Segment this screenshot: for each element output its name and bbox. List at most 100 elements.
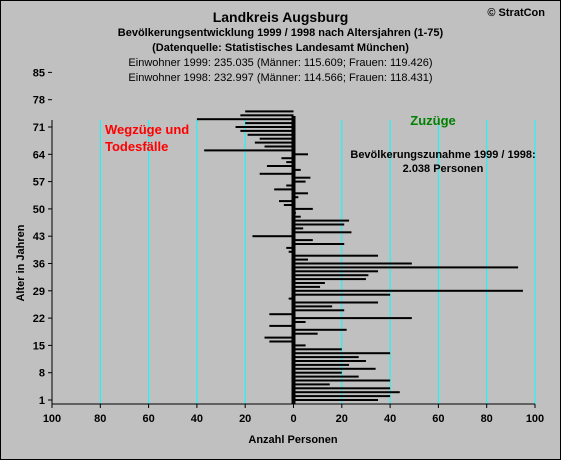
bar — [293, 243, 345, 245]
bar — [293, 270, 379, 273]
bar — [266, 165, 294, 167]
y-tick-label: 8 — [39, 368, 45, 380]
x-axis-ticks: 100 80 60 40 20 0 20 40 60 80 100 — [43, 404, 544, 425]
bar — [293, 192, 308, 195]
x-tick-label: 80 — [481, 413, 493, 425]
bar — [279, 200, 294, 203]
y-tick-label: 71 — [33, 122, 45, 134]
y-tick-label: 50 — [33, 204, 45, 216]
bar — [293, 395, 391, 398]
bar — [240, 114, 294, 117]
bar — [245, 122, 294, 125]
bar — [269, 324, 294, 327]
y-tick-label: 78 — [33, 95, 45, 107]
y-tick-label: 64 — [33, 149, 46, 161]
outflow-label-line2: Todesfälle — [105, 139, 168, 154]
bar — [293, 383, 330, 386]
bar — [293, 180, 306, 183]
bar — [247, 133, 294, 136]
outflow-label-line1: Wegzüge und — [105, 122, 189, 137]
bar — [293, 168, 301, 171]
bar — [245, 110, 294, 113]
y-tick-label: 36 — [33, 259, 45, 271]
gridlines — [99, 120, 536, 404]
growth-summary-line1: Bevölkerungszunahme 1999 / 1998: — [350, 149, 535, 161]
x-axis-label: Anzahl Personen — [248, 434, 338, 446]
x-tick-label: 60 — [142, 413, 154, 425]
bar — [293, 363, 350, 366]
bar — [293, 375, 359, 378]
bar — [293, 231, 352, 234]
x-tick-label: 20 — [336, 413, 348, 425]
bars — [196, 110, 523, 401]
bar — [293, 219, 350, 222]
y-tick-label: 57 — [33, 177, 45, 189]
population-1998: Einwohner 1998: 232.997 (Männer: 114.566… — [128, 72, 433, 84]
y-tick-label: 1 — [39, 395, 45, 407]
bar — [204, 149, 294, 152]
bar — [288, 250, 294, 253]
bar — [235, 126, 294, 128]
x-tick-label: 60 — [432, 413, 444, 425]
bar — [259, 172, 294, 175]
bar — [293, 391, 400, 394]
bar — [293, 309, 345, 312]
bar — [293, 348, 342, 351]
x-tick-label: 80 — [94, 413, 106, 425]
bar — [274, 188, 294, 191]
bar — [254, 141, 294, 144]
bar — [293, 321, 306, 323]
bar — [240, 129, 294, 132]
y-axis-ticks: 1 8 15 22 29 36 43 50 57 64 71 78 85 — [33, 67, 52, 407]
bar — [269, 313, 294, 316]
bar — [293, 278, 366, 281]
bar — [293, 360, 366, 362]
inflow-label: Zuzüge — [410, 113, 456, 128]
bar — [293, 317, 412, 320]
bar — [252, 235, 294, 238]
x-tick-label: 20 — [239, 413, 251, 425]
y-axis-label: Alter in Jahren — [15, 224, 27, 301]
bar — [286, 161, 294, 164]
bar — [293, 176, 311, 179]
x-tick-label: 40 — [384, 413, 396, 425]
bar — [288, 297, 294, 300]
bar — [264, 336, 294, 339]
bar — [293, 352, 391, 355]
chart-subtitle: Bevölkerungsentwicklung 1999 / 1998 nach… — [117, 27, 444, 39]
x-tick-label: 100 — [526, 413, 544, 425]
bar — [293, 196, 299, 199]
bar — [293, 266, 519, 269]
bar — [293, 356, 359, 359]
bar — [293, 153, 308, 156]
y-tick-label: 43 — [33, 231, 45, 243]
growth-summary-line2: 2.038 Personen — [403, 163, 484, 175]
bar — [293, 262, 412, 265]
bar — [259, 137, 294, 140]
bar — [293, 254, 379, 257]
y-tick-label: 29 — [33, 286, 45, 298]
bar — [293, 332, 318, 335]
bar — [281, 157, 294, 160]
bar — [293, 207, 313, 210]
x-tick-label: 0 — [290, 413, 296, 425]
bar — [293, 399, 379, 401]
bar — [293, 367, 376, 370]
population-1999: Einwohner 1999: 235.035 (Männer: 115.609… — [128, 57, 433, 69]
bar — [293, 227, 304, 230]
bar — [293, 301, 379, 304]
bar — [293, 379, 391, 382]
copyright-label: © StratCon — [487, 7, 545, 19]
bar — [293, 258, 308, 261]
bar — [293, 328, 347, 331]
bar — [293, 285, 321, 288]
x-tick-label: 100 — [43, 413, 61, 425]
bar — [293, 305, 333, 308]
bar — [269, 340, 294, 343]
bar — [293, 289, 523, 292]
bar — [264, 145, 294, 148]
x-tick-label: 40 — [191, 413, 203, 425]
y-tick-label: 22 — [33, 313, 45, 325]
